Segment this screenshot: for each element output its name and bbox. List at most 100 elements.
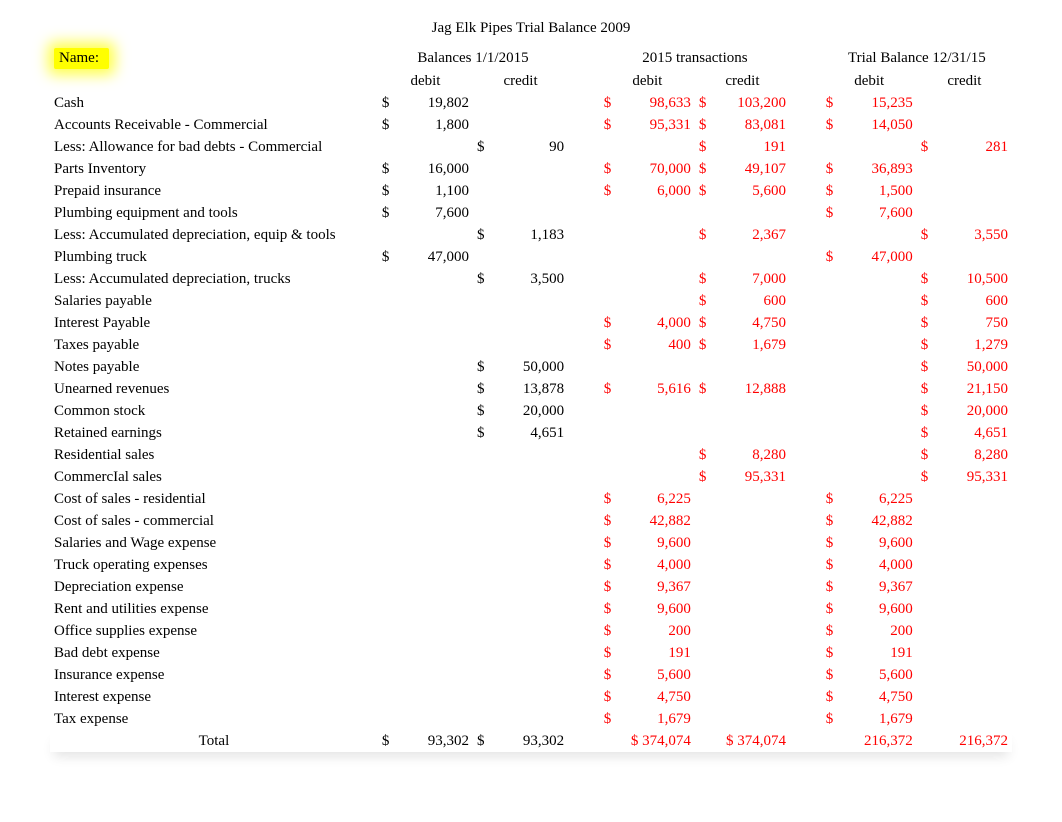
trans-debit: 6,000 bbox=[625, 180, 695, 202]
dollar-sign bbox=[378, 312, 403, 334]
end-debit bbox=[847, 444, 917, 466]
bal-credit bbox=[498, 532, 568, 554]
table-row: Residential sales$8,280$8,280 bbox=[50, 444, 1012, 466]
dollar-sign bbox=[473, 180, 498, 202]
dollar-sign bbox=[822, 334, 847, 356]
dollar-sign: $ bbox=[695, 466, 720, 488]
 bbox=[790, 510, 822, 532]
account-label: Plumbing equipment and tools bbox=[50, 202, 378, 224]
header-row-1: Name: Balances 1/1/2015 2015 transaction… bbox=[50, 47, 1012, 70]
dollar-sign bbox=[473, 708, 498, 730]
bal-credit: 20,000 bbox=[498, 400, 568, 422]
dollar-sign: $ bbox=[600, 708, 625, 730]
trans-debit: 1,679 bbox=[625, 708, 695, 730]
dollar-sign bbox=[378, 378, 403, 400]
dollar-sign: $ bbox=[378, 158, 403, 180]
trans-credit bbox=[720, 642, 790, 664]
dollar-sign bbox=[378, 642, 403, 664]
account-label: Accounts Receivable - Commercial bbox=[50, 114, 378, 136]
table-row: Depreciation expense$9,367$9,367 bbox=[50, 576, 1012, 598]
dollar-sign bbox=[473, 510, 498, 532]
total-end-credit: 216,372 bbox=[917, 730, 1012, 752]
dollar-sign: $ bbox=[695, 158, 720, 180]
dollar-sign bbox=[695, 422, 720, 444]
account-label: Less: Accumulated depreciation, equip & … bbox=[50, 224, 378, 246]
dollar-sign: $ bbox=[378, 114, 403, 136]
dollar-sign bbox=[473, 488, 498, 510]
dollar-sign bbox=[917, 708, 942, 730]
table-row: Interest Payable$4,000$4,750$750 bbox=[50, 312, 1012, 334]
trans-credit: 12,888 bbox=[720, 378, 790, 400]
bal-debit: 1,800 bbox=[403, 114, 473, 136]
end-credit bbox=[942, 554, 1012, 576]
trans-credit bbox=[720, 246, 790, 268]
 bbox=[568, 620, 600, 642]
trans-credit: 2,367 bbox=[720, 224, 790, 246]
table-row: Cost of sales - residential$6,225$6,225 bbox=[50, 488, 1012, 510]
trans-credit bbox=[720, 202, 790, 224]
dollar-sign bbox=[822, 378, 847, 400]
 bbox=[790, 532, 822, 554]
table-row: Truck operating expenses$4,000$4,000 bbox=[50, 554, 1012, 576]
dollar-sign bbox=[695, 202, 720, 224]
 bbox=[790, 224, 822, 246]
dollar-sign bbox=[600, 422, 625, 444]
dollar-sign: $ bbox=[822, 598, 847, 620]
table-row: Less: Accumulated depreciation, trucks$3… bbox=[50, 268, 1012, 290]
dollar-sign bbox=[917, 246, 942, 268]
dollar-sign: $ bbox=[917, 290, 942, 312]
dollar-sign: $ bbox=[917, 334, 942, 356]
dollar-sign bbox=[822, 290, 847, 312]
dollar-sign: $ bbox=[378, 246, 403, 268]
table-row: CommercIal sales$95,331$95,331 bbox=[50, 466, 1012, 488]
end-debit: 36,893 bbox=[847, 158, 917, 180]
trans-credit bbox=[720, 356, 790, 378]
dollar-sign: $ bbox=[378, 202, 403, 224]
 bbox=[790, 334, 822, 356]
dollar-sign: $ bbox=[695, 444, 720, 466]
total-end-debit: 216,372 bbox=[822, 730, 917, 752]
bal-debit bbox=[403, 510, 473, 532]
dollar-sign bbox=[473, 532, 498, 554]
end-credit: 50,000 bbox=[942, 356, 1012, 378]
dollar-sign: $ bbox=[822, 664, 847, 686]
end-debit: 7,600 bbox=[847, 202, 917, 224]
dollar-sign bbox=[378, 290, 403, 312]
account-label: Taxes payable bbox=[50, 334, 378, 356]
trans-debit: 9,367 bbox=[625, 576, 695, 598]
 bbox=[790, 378, 822, 400]
bal-debit bbox=[403, 620, 473, 642]
 bbox=[790, 708, 822, 730]
end-credit bbox=[942, 114, 1012, 136]
bal-credit bbox=[498, 466, 568, 488]
dollar-sign: $ bbox=[822, 642, 847, 664]
account-label: Residential sales bbox=[50, 444, 378, 466]
dollar-sign bbox=[695, 708, 720, 730]
end-debit: 14,050 bbox=[847, 114, 917, 136]
account-label: Truck operating expenses bbox=[50, 554, 378, 576]
trans-debit: 4,000 bbox=[625, 554, 695, 576]
trans-debit bbox=[625, 246, 695, 268]
trans-debit: 5,616 bbox=[625, 378, 695, 400]
dollar-sign bbox=[378, 224, 403, 246]
dollar-sign: $ bbox=[822, 532, 847, 554]
trans-debit bbox=[625, 466, 695, 488]
 bbox=[568, 268, 600, 290]
 bbox=[568, 378, 600, 400]
dollar-sign bbox=[822, 224, 847, 246]
dollar-sign bbox=[378, 466, 403, 488]
bal-credit bbox=[498, 290, 568, 312]
dollar-sign bbox=[917, 158, 942, 180]
account-label: Interest Payable bbox=[50, 312, 378, 334]
 bbox=[568, 246, 600, 268]
dollar-sign: $ bbox=[473, 730, 498, 752]
trans-credit bbox=[720, 620, 790, 642]
 bbox=[790, 422, 822, 444]
bal-debit bbox=[403, 664, 473, 686]
account-label: Unearned revenues bbox=[50, 378, 378, 400]
dollar-sign bbox=[473, 202, 498, 224]
dollar-sign bbox=[378, 334, 403, 356]
dollar-sign bbox=[378, 598, 403, 620]
 bbox=[790, 136, 822, 158]
sub-credit: credit bbox=[695, 70, 790, 92]
